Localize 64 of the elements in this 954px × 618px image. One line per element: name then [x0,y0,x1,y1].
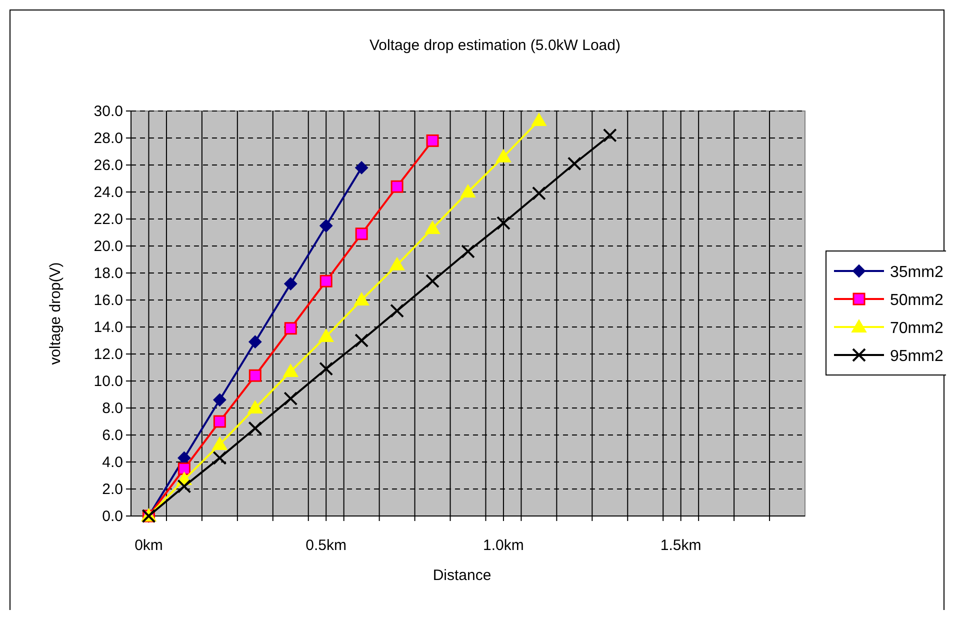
point [426,274,440,288]
x-tick-label: 0.5km [306,537,347,554]
point [354,334,369,348]
legend-label: 70mm2 [890,320,944,337]
legend-label: 95mm2 [890,348,944,365]
point [425,220,440,234]
y-tick-label: 12.0 [94,346,123,363]
point [567,156,582,171]
y-axis-title: voltage drop(V) [47,262,64,365]
point [319,362,334,376]
point [212,450,227,465]
legend-label: 35mm2 [890,264,944,281]
point [284,392,298,406]
chart-title: Voltage drop estimation (5.0kW Load) [370,37,620,54]
y-tick-label: 22.0 [94,211,123,228]
point [284,277,298,290]
y-tick-label: 30.0 [94,103,123,120]
point [320,219,333,232]
y-tick-label: 6.0 [102,427,123,444]
point [248,335,262,348]
point [460,184,476,198]
point [284,322,297,335]
point [354,292,370,306]
y-tick-label: 18.0 [94,265,123,282]
point [531,112,546,126]
y-tick-label: 2.0 [102,481,123,498]
point [213,415,226,428]
y-tick-label: 8.0 [102,400,123,417]
point [318,328,334,342]
point [426,134,439,147]
point [390,304,404,318]
x-tick-label: 0km [134,537,163,554]
x-axis-title: Distance [432,567,492,584]
point [390,180,404,193]
point [248,369,262,382]
point [177,479,192,494]
x-tick-label: 1.0km [483,537,524,554]
point [213,393,226,406]
y-tick-label: 24.0 [94,184,123,201]
x-tick-label: 1.5km [660,537,702,554]
point [320,274,332,288]
y-tick-label: 16.0 [94,292,123,309]
point [212,436,228,450]
y-tick-label: 14.0 [94,319,123,336]
y-tick-label: 0.0 [102,508,123,525]
legend-label: 50mm2 [890,292,944,309]
point [248,421,262,436]
y-tick-label: 10.0 [94,373,123,390]
point [248,400,263,414]
point [532,186,546,200]
point [355,228,368,240]
point [178,462,190,475]
point [496,216,510,230]
y-tick-label: 20.0 [94,238,123,255]
point [390,257,405,270]
point [355,161,368,174]
y-tick-label: 28.0 [94,130,123,147]
y-tick-label: 26.0 [94,157,123,174]
point [461,244,475,258]
y-tick-label: 4.0 [102,454,123,471]
point [602,128,617,142]
point [283,364,298,378]
point [496,149,511,162]
point [178,451,191,464]
